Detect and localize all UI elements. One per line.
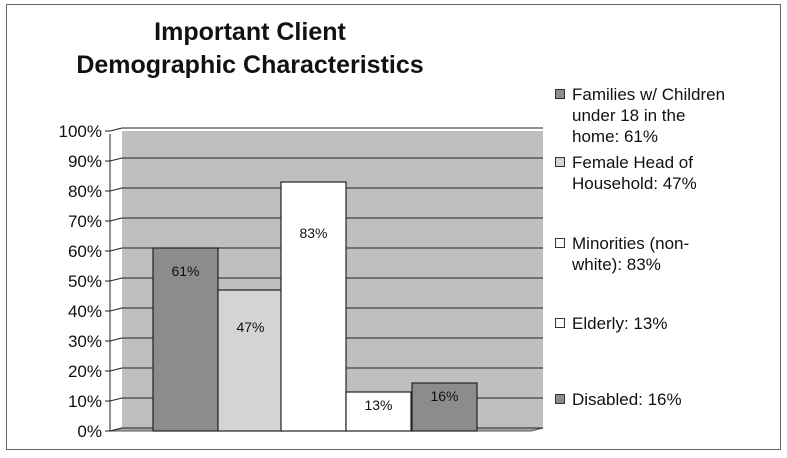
- legend-swatch: [555, 394, 565, 404]
- bar: [280, 181, 347, 432]
- legend-label-line: Families w/ Children: [572, 85, 726, 104]
- y-tick-label: 100%: [59, 122, 102, 141]
- data-label: 16%: [430, 388, 458, 404]
- legend-swatch: [555, 157, 565, 167]
- legend-swatch: [555, 318, 565, 328]
- y-tick-label: 90%: [68, 152, 102, 171]
- legend-label-line: under 18 in the: [572, 106, 686, 125]
- legend-label-line: Female Head of: [572, 153, 693, 172]
- chart-title-line-1: Important Client: [154, 18, 346, 46]
- gridline: [109, 217, 543, 222]
- legend-label-line: home: 61%: [572, 127, 658, 146]
- chart-title: Important Client Demographic Characteris…: [40, 16, 460, 82]
- y-tick-label: 10%: [68, 392, 102, 411]
- bar: [217, 289, 284, 432]
- data-label: 13%: [364, 397, 392, 413]
- gridline: [109, 247, 543, 252]
- legend-label-line: Elderly: 13%: [572, 314, 668, 333]
- gridline: [109, 127, 543, 132]
- gridline: [109, 187, 543, 192]
- y-tick-label: 80%: [68, 182, 102, 201]
- y-tick-label: 60%: [68, 242, 102, 261]
- bar: [411, 382, 478, 432]
- chart-title-line-2: Demographic Characteristics: [76, 51, 424, 79]
- legend-label: Minorities (non-white): 83%: [572, 233, 787, 275]
- legend-label: Disabled: 16%: [572, 389, 787, 410]
- y-tick-label: 50%: [68, 272, 102, 291]
- gridline: [109, 157, 543, 162]
- legend-label-line: Household: 47%: [572, 174, 697, 193]
- legend-label-line: Disabled: 16%: [572, 390, 682, 409]
- legend-label: Families w/ Children under 18 in the home:…: [572, 84, 787, 147]
- bar: [345, 391, 412, 432]
- data-label: 47%: [236, 319, 264, 335]
- legend-label: Female Head of Household: 47%: [572, 152, 787, 194]
- legend-label-line: white): 83%: [572, 255, 661, 274]
- y-tick-label: 40%: [68, 302, 102, 321]
- legend-swatch: [555, 238, 565, 248]
- data-label: 61%: [171, 263, 199, 279]
- legend-label: Elderly: 13%: [572, 313, 787, 334]
- y-tick-label: 70%: [68, 212, 102, 231]
- bar: [152, 247, 219, 432]
- y-tick-label: 20%: [68, 362, 102, 381]
- y-tick-label: 0%: [77, 422, 102, 441]
- legend-label-line: Minorities (non-: [572, 234, 690, 253]
- y-tick-label: 30%: [68, 332, 102, 351]
- legend-swatch: [555, 89, 565, 99]
- data-label: 83%: [299, 225, 327, 241]
- gridline: [109, 277, 543, 282]
- gridline: [109, 367, 543, 372]
- gridline: [109, 337, 543, 342]
- gridline: [109, 307, 543, 312]
